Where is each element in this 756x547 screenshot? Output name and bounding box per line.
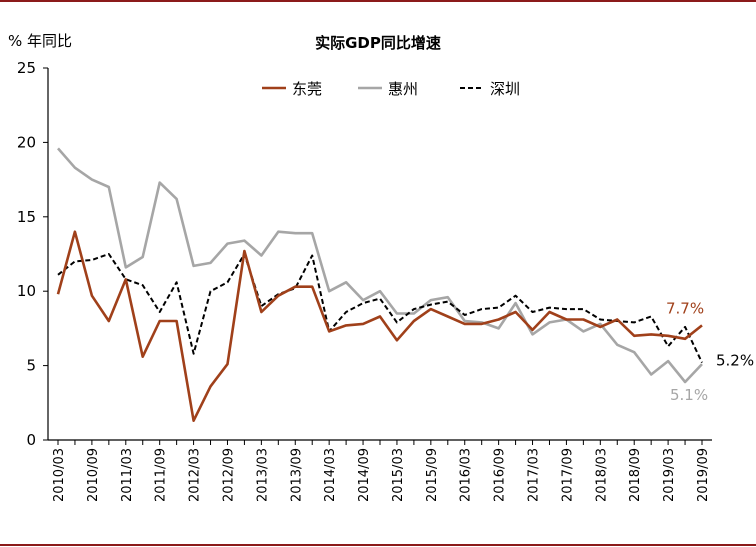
top-border-line <box>0 0 756 2</box>
legend-label: 东莞 <box>292 80 322 98</box>
x-tick-label: 2013/09 <box>289 448 304 502</box>
axes <box>47 68 712 441</box>
x-tick-label: 2011/03 <box>120 448 135 502</box>
legend: 东莞 惠州 深圳 <box>262 80 520 98</box>
bottom-border-line <box>0 544 756 546</box>
y-tick-label: 20 <box>17 133 36 151</box>
x-tick-label: 2010/03 <box>52 448 67 502</box>
x-tick-label: 2015/03 <box>391 448 406 502</box>
x-tick-label: 2016/09 <box>493 448 508 502</box>
x-tick-label: 2019/09 <box>696 448 711 502</box>
series-line-1 <box>56 230 703 423</box>
end-value-label: 5.2% <box>716 352 754 370</box>
y-tick-label: 5 <box>26 357 36 375</box>
x-tick-label: 2019/03 <box>662 448 677 502</box>
end-value-label: 7.7% <box>666 299 704 317</box>
y-tick-label: 15 <box>17 208 36 226</box>
x-tick-label: 2018/03 <box>594 448 609 502</box>
legend-label: 深圳 <box>490 80 520 98</box>
series-line-3 <box>57 253 703 364</box>
y-tick-label: 25 <box>17 59 36 77</box>
x-tick-label: 2010/09 <box>86 448 101 502</box>
chart-title: 实际GDP同比增速 <box>315 34 441 52</box>
x-axis-ticks: 2010/03 2010/09 2011/03 2011/09 2012/03 2012/… <box>52 440 711 502</box>
end-value-label: 5.1% <box>670 386 708 404</box>
series-line-2 <box>57 147 703 384</box>
x-tick-label: 2017/09 <box>560 448 575 502</box>
x-tick-label: 2012/09 <box>221 448 236 502</box>
x-tick-label: 2012/03 <box>188 448 203 502</box>
x-tick-label: 2011/09 <box>154 448 169 502</box>
y-axis-label: % 年同比 <box>8 32 72 50</box>
annotations: 7.7% 5.2% 5.1% <box>666 299 754 404</box>
legend-label: 惠州 <box>388 80 418 98</box>
x-tick-label: 2016/03 <box>459 448 474 502</box>
x-tick-label: 2017/03 <box>527 448 542 502</box>
x-tick-label: 2013/03 <box>255 448 270 502</box>
x-tick-label: 2018/09 <box>628 448 643 502</box>
x-tick-label: 2015/09 <box>425 448 440 502</box>
series-lines <box>56 147 703 423</box>
y-axis-ticks: 0 5 10 15 20 25 <box>17 59 48 449</box>
x-tick-label: 2014/03 <box>323 448 338 502</box>
y-tick-label: 10 <box>17 282 36 300</box>
y-tick-label: 0 <box>26 431 36 449</box>
x-tick-label: 2014/09 <box>357 448 372 502</box>
